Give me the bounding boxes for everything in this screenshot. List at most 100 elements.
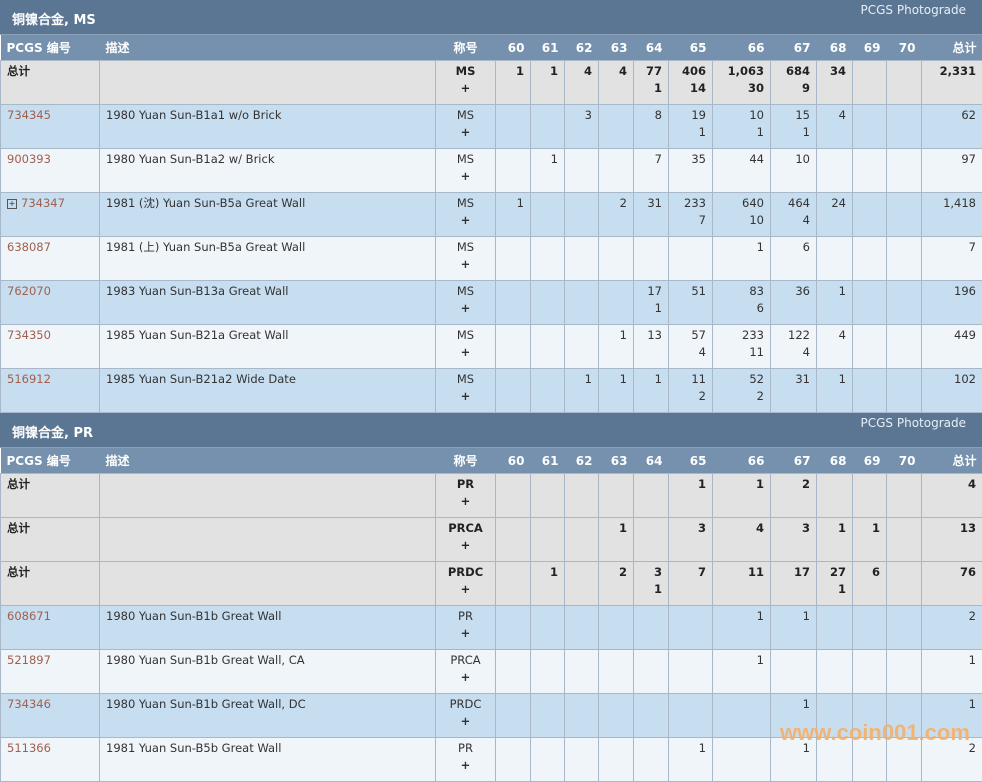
grade-cell-62: 4	[565, 61, 599, 105]
pcgs-number-link[interactable]: 734347	[21, 196, 65, 210]
header-grade-69: 69	[853, 448, 887, 474]
grade-cell-70	[887, 325, 922, 369]
grade-cell-62: 1	[565, 369, 599, 413]
grade-count: 4	[823, 327, 846, 344]
grade-cell-65: 7	[669, 562, 713, 606]
grade-cell-68: 1	[817, 518, 853, 562]
grade-cell-64: 1	[634, 369, 669, 413]
grade-count: 7	[640, 151, 662, 168]
pcgs-number-link[interactable]: 638087	[7, 240, 51, 254]
header-grade-69: 69	[853, 35, 887, 61]
grade-cell-63: 2	[599, 562, 634, 606]
pcgs-number-link[interactable]: 734350	[7, 328, 51, 342]
grade-count: 17	[777, 564, 810, 581]
description	[100, 474, 436, 518]
plus-grade-count: 1	[640, 300, 662, 317]
pcgs-number-link[interactable]: 900393	[7, 152, 51, 166]
header-grade-62: 62	[565, 448, 599, 474]
pcgs-number-link[interactable]: 734346	[7, 697, 51, 711]
grade-cell-70	[887, 105, 922, 149]
grade-cell-68	[817, 237, 853, 281]
grade-cell-60	[496, 650, 531, 694]
grade-cell-69: 1	[853, 518, 887, 562]
grade-cell-70	[887, 518, 922, 562]
designation: PR	[458, 741, 473, 755]
header-grade-60: 60	[496, 448, 531, 474]
grade-count: 52	[719, 371, 764, 388]
designation: MS	[457, 196, 474, 210]
designation: PRCA	[448, 521, 483, 535]
plus-grade-label: +	[442, 581, 489, 598]
designation-cell: PR +	[436, 474, 496, 518]
plus-grade-label: +	[442, 344, 489, 361]
designation: MS	[457, 372, 474, 386]
grade-cell-65: 1	[669, 738, 713, 782]
pcgs-number-link[interactable]: 516912	[7, 372, 51, 386]
grade-cell-69: 6	[853, 562, 887, 606]
grade-count: 31	[777, 371, 810, 388]
grade-cell-63: 1	[599, 518, 634, 562]
grade-count: 31	[640, 195, 662, 212]
plus-grade-label: +	[442, 493, 489, 510]
section-title: 铜镍合金, MS	[12, 9, 96, 28]
grade-count: 1	[605, 371, 627, 388]
grade-cell-65: 3	[669, 518, 713, 562]
grade-cell-68	[817, 606, 853, 650]
plus-grade-label: +	[442, 300, 489, 317]
grade-count: 1	[502, 63, 524, 80]
grade-count: 2	[605, 564, 627, 581]
pcgs-cell: 总计	[1, 61, 100, 105]
grade-cell-64	[634, 474, 669, 518]
designation: PR	[457, 477, 474, 491]
grade-count: 640	[719, 195, 764, 212]
grade-cell-65: 1	[669, 474, 713, 518]
grade-cell-60	[496, 369, 531, 413]
grade-count: 3	[571, 107, 592, 124]
photograde-link[interactable]: PCGS Photograde	[861, 3, 966, 17]
grade-cell-65	[669, 650, 713, 694]
grade-cell-67: 1	[771, 738, 817, 782]
grade-count: 6	[777, 239, 810, 256]
pcgs-cell: 762070	[1, 281, 100, 325]
description: 1980 Yuan Sun-B1b Great Wall, DC	[100, 694, 436, 738]
grade-cell-63	[599, 474, 634, 518]
expand-icon[interactable]: +	[7, 199, 17, 209]
grade-count: 15	[777, 107, 810, 124]
pcgs-number-link[interactable]: 511366	[7, 741, 51, 755]
header-grade-64: 64	[634, 448, 669, 474]
plus-grade-count: 6	[719, 300, 764, 317]
grade-cell-60	[496, 562, 531, 606]
grade-cell-69	[853, 149, 887, 193]
pcgs-number-link[interactable]: 734345	[7, 108, 51, 122]
grade-count: 4	[605, 63, 627, 80]
grade-count: 4	[823, 107, 846, 124]
grade-count: 3	[640, 564, 662, 581]
designation-cell: MS+	[436, 325, 496, 369]
grade-cell-68: 4	[817, 105, 853, 149]
total-label: 总计	[7, 521, 30, 535]
grade-cell-69	[853, 474, 887, 518]
photograde-link[interactable]: PCGS Photograde	[861, 416, 966, 430]
pcgs-number-link[interactable]: 608671	[7, 609, 51, 623]
total-label: 总计	[7, 64, 30, 78]
pcgs-number-link[interactable]: 521897	[7, 653, 51, 667]
pcgs-cell: 638087	[1, 237, 100, 281]
designation: MS	[457, 152, 474, 166]
designation: PR	[458, 609, 473, 623]
grade-cell-65: 51	[669, 281, 713, 325]
pcgs-number-link[interactable]: 762070	[7, 284, 51, 298]
grade-count: 3	[675, 520, 706, 537]
grade-count: 406	[675, 63, 706, 80]
plus-grade-label: +	[442, 168, 489, 185]
plus-grade-count: 1	[777, 124, 810, 141]
grade-count: 1	[719, 239, 764, 256]
grade-count: 1	[823, 371, 846, 388]
